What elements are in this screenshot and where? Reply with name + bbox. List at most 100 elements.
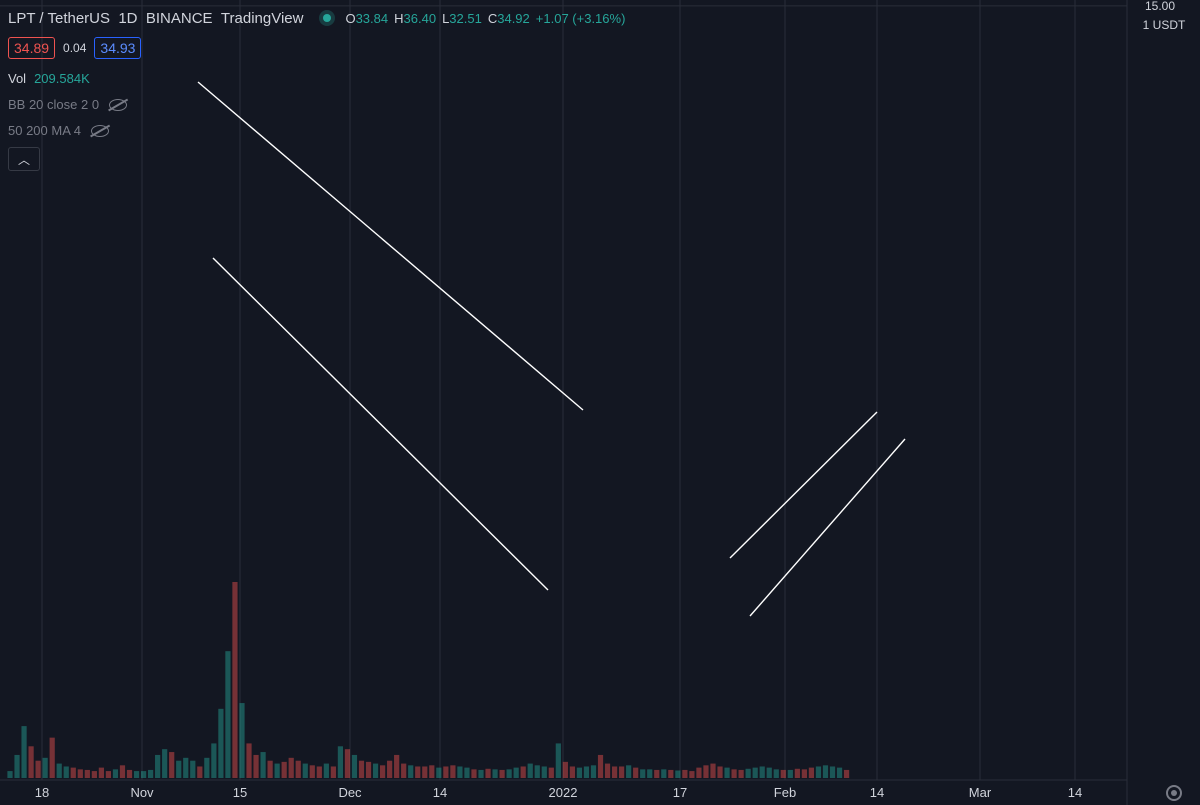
volume-bar <box>513 767 519 778</box>
close-value: 34.92 <box>497 10 530 26</box>
volume-bar <box>316 766 322 778</box>
volume-bar <box>21 726 27 778</box>
volume-bar <box>611 766 618 778</box>
volume-bar <box>28 746 34 778</box>
time-axis[interactable]: 18 Nov 15 Dec 14 2022 17 Feb 14 Mar 14 <box>0 779 1127 800</box>
volume-bar <box>239 703 245 778</box>
volume-bar <box>232 582 238 778</box>
volume-bar <box>211 743 217 778</box>
volume-bar <box>281 761 287 778</box>
currency-label[interactable]: 1 USDT <box>1142 18 1186 32</box>
volume-bar <box>675 770 681 778</box>
trendline-drawings[interactable] <box>0 0 1127 617</box>
time-tick-label: 17 <box>673 785 687 800</box>
volume-bar <box>569 766 575 778</box>
ma-indicator[interactable]: 50 200 MA 4 <box>8 123 109 138</box>
close-label: C <box>487 10 498 26</box>
volume-bar <box>140 771 147 778</box>
volume-bar <box>780 769 786 778</box>
volume-bar <box>7 771 13 778</box>
volume-bar <box>752 767 758 778</box>
ascending-channel-upper-line[interactable] <box>729 411 878 559</box>
volume-bar <box>661 769 667 778</box>
volume-bar <box>471 769 477 778</box>
volume-bar <box>422 766 428 778</box>
descending-channel-lower-line[interactable] <box>212 257 549 591</box>
volume-bar <box>492 769 498 778</box>
collapse-legend-button[interactable]: ︿ <box>8 147 40 171</box>
time-tick-label: Mar <box>969 785 992 800</box>
descending-channel-upper-line[interactable] <box>197 81 584 411</box>
volume-bar <box>520 766 526 778</box>
low-value: 32.51 <box>449 10 482 26</box>
volume-bar <box>197 766 203 778</box>
time-tick-label: 14 <box>433 785 447 800</box>
volume-bar <box>654 769 660 778</box>
volume-bar <box>808 767 815 778</box>
time-tick-label: 15 <box>233 785 247 800</box>
open-label: O <box>345 10 356 26</box>
volume-bar <box>351 754 358 778</box>
volume-bar <box>379 765 386 778</box>
quote-boxes: 34.89 0.04 34.93 <box>8 37 142 59</box>
sell-price-button[interactable]: 34.89 <box>8 37 56 59</box>
spread-value: 0.04 <box>63 41 87 55</box>
volume-bar <box>401 763 407 778</box>
bollinger-label: BB 20 close 2 0 <box>8 97 100 112</box>
ma-label: 50 200 MA 4 <box>8 123 81 138</box>
ascending-channel-lower-line[interactable] <box>749 438 906 617</box>
volume-bar <box>295 760 301 778</box>
volume-bar <box>253 754 259 778</box>
volume-bar <box>619 766 625 778</box>
volume-bar <box>815 766 822 778</box>
volume-bar <box>436 767 442 778</box>
volume-bar <box>583 766 590 778</box>
volume-bar <box>499 769 505 778</box>
volume-bar <box>633 767 639 778</box>
volume-bar <box>562 761 568 778</box>
volume-bar <box>309 765 315 778</box>
volume-bar <box>119 765 126 778</box>
volume-bar <box>794 768 800 778</box>
volume-bar <box>773 769 779 778</box>
volume-bar <box>330 766 336 778</box>
volume-bar <box>843 769 850 778</box>
volume-bar <box>183 757 189 778</box>
price-tick-label: 15.00 <box>1145 0 1175 13</box>
volume-bar <box>190 760 196 778</box>
volume-bar <box>49 737 55 778</box>
high-value: 36.40 <box>403 10 437 26</box>
volume-bar <box>267 760 273 778</box>
volume-bar <box>372 763 379 778</box>
volume-bar <box>555 743 561 778</box>
volume-bar <box>787 769 793 778</box>
volume-label: Vol <box>8 71 27 86</box>
buy-price-button[interactable]: 34.93 <box>94 37 142 59</box>
volume-bar <box>344 749 351 778</box>
eye-slash-icon[interactable] <box>109 98 128 111</box>
volume-bar <box>822 765 829 778</box>
time-tick-label: Nov <box>130 785 154 800</box>
price-axis[interactable]: 93.0085.0077.0069.0061.5055.5049.5043.50… <box>1126 0 1193 805</box>
volume-indicator[interactable]: Vol 209.584K <box>8 71 90 86</box>
volume-bar <box>288 757 294 778</box>
low-label: L <box>442 10 450 26</box>
symbol-title[interactable]: LPT / TetherUS 1D BINANCE TradingView <box>8 9 304 27</box>
volume-bar <box>408 765 414 778</box>
volume-bar <box>766 767 772 778</box>
gear-icon[interactable] <box>1166 785 1182 801</box>
volume-bar <box>63 766 69 778</box>
volume-bar <box>204 757 210 778</box>
time-tick-label: 14 <box>1068 785 1082 800</box>
volume-bar <box>105 771 112 778</box>
bollinger-indicator[interactable]: BB 20 close 2 0 <box>8 97 128 112</box>
volume-bar <box>696 767 702 778</box>
volume-bar <box>91 771 97 778</box>
volume-bar <box>478 769 484 778</box>
time-tick-label: 14 <box>870 785 884 800</box>
volume-bar <box>485 768 491 778</box>
eye-slash-icon[interactable] <box>91 124 109 137</box>
time-tick-label: Feb <box>774 785 796 800</box>
volume-bar <box>710 763 716 778</box>
